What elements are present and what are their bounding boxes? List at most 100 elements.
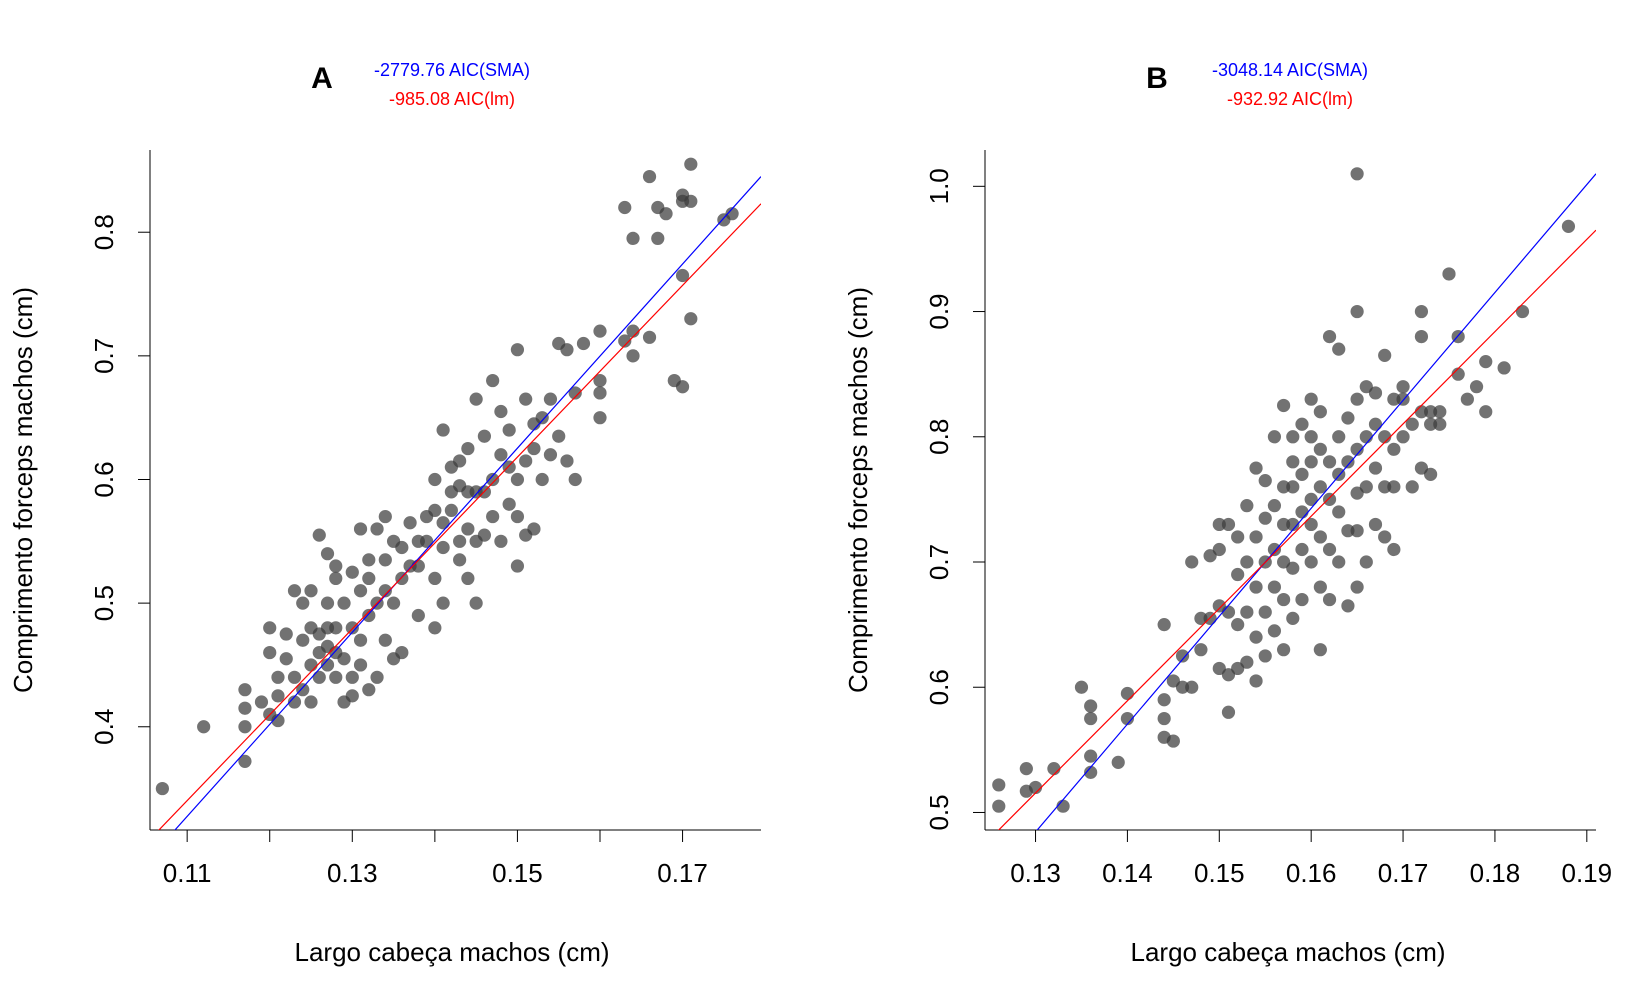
panel-a-data-point [362,683,376,697]
panel-a-data-point [461,571,475,586]
panel-b-y-tick-label: 0.7 [924,544,954,580]
panel-a-data-point [725,207,739,221]
panel-b-data-point [1221,517,1236,532]
panel-b-data-point [1084,749,1098,763]
panel-a-data-point [560,454,574,468]
panel-b-data-point [1221,705,1236,719]
panel-b-aic-sma: -3048.14 AIC(SMA) [1212,60,1368,80]
panel-b-data-point [1368,517,1383,532]
panel-a-data-point [337,596,351,610]
panel-b-line-sma [1036,173,1596,830]
panel-a-data-point [519,454,533,468]
panel-a-data-point [320,547,335,561]
panel-b-data-point [1277,480,1291,494]
panel-a-label: A [311,62,333,95]
panel-b-x-tick-label: 0.13 [1010,858,1061,888]
panel-a-data-point [593,373,607,388]
panel-a-xlabel: Largo cabeça machos (cm) [294,937,609,967]
panel-b-data-point [1249,530,1263,544]
panel-a-aic-sma: -2779.76 AIC(SMA) [374,60,530,80]
panel-b-data-point [1479,405,1493,419]
panel-a-data-point [411,608,425,623]
panel-b-data-point [1378,480,1392,494]
panel-a-data-point [271,713,285,728]
panel-b-data-point [1515,304,1530,319]
panel-b-data-point [1084,699,1098,713]
panel-b-data-point [1286,561,1300,575]
panel-a-data-point [502,460,516,474]
panel-b-data-point [1277,398,1291,413]
panel-b-data-point [1074,680,1089,694]
panel-b-data-point [1387,542,1401,557]
panel-b-label: B [1146,62,1168,95]
panel-b-data-point [1424,417,1438,431]
panel-a-line-lm [158,203,761,830]
panel-b-data-point [1157,711,1171,726]
panel-b-x-tick-label: 0.19 [1562,858,1613,888]
panel-b-data-point [1120,711,1135,726]
panel-a-line-sma [174,176,761,830]
panel-b-data-point [1387,392,1401,406]
panel-a-data-point [436,596,450,610]
panel-a-data-point [395,645,409,660]
panel-a-data-point [675,268,690,283]
panel-b-data-point [1175,649,1190,663]
panel-b-data-point [1286,455,1300,469]
panel-a-data-point [320,658,335,672]
panel-b-data-point [1396,430,1410,444]
panel-b-data-point [1561,219,1576,233]
panel-a-data-point [436,516,450,530]
panel-a-data-point [510,343,525,357]
panel-b-data-point [1414,304,1429,319]
panel-a-x-tick-label: 0.15 [492,858,543,888]
panel-a-data-point [502,497,516,511]
panel-b-data-point [1212,517,1226,532]
panel-b-x-tick-label: 0.14 [1102,858,1153,888]
panel-b-y-tick-label: 0.5 [924,794,954,830]
panel-a-data-point [626,324,640,338]
panel-a-data-point [353,584,368,598]
panel-a-data-point [155,781,169,796]
panel-b-data-point [1350,167,1364,181]
panel-b-data-point [1267,499,1282,513]
panel-b-data-point [1350,580,1364,594]
panel-a-data-point [420,534,434,548]
panel-b-xlabel: Largo cabeça machos (cm) [1130,937,1445,967]
panel-a-data-point [386,596,401,610]
panel-b-data-point [1240,499,1254,513]
panel-a-data-point [684,157,698,171]
panel-b-data-point [1350,524,1364,538]
panel-b-data-point [1286,517,1300,532]
panel-b-data-point [1304,517,1318,532]
panel-b-data-point [1258,511,1272,525]
panel-b-data-point [1084,765,1098,779]
panel-a-data-point [403,516,417,530]
panel-a-data-point [395,571,409,586]
panel-a-data-point [618,200,632,215]
panel-a-data-point [411,559,425,573]
panel-a-data-point [370,522,384,536]
panel-b-data-point [1396,380,1410,394]
panel-b-data-point [1240,655,1254,669]
panel-b-data-point [992,778,1006,792]
panel-a-y-tick-label: 0.6 [89,461,119,497]
panel-a-data-point [312,528,326,542]
panel-b-data-point [1368,461,1383,475]
panel-a-data-point [254,695,269,709]
panel-b-data-point [1368,417,1383,431]
panel-a-data-point [593,324,607,338]
panel-a-data-point [651,231,665,245]
panel-b-data-point [1295,505,1309,519]
panel-a-data-point [329,670,343,684]
panel-b-data-point [1157,618,1171,632]
panel-b-data-point [1267,624,1282,638]
panel-a-x-tick-label: 0.17 [657,858,708,888]
panel-a-data-point [436,423,450,437]
panel-a-data-point [428,472,442,487]
panel-b-data-point [1387,442,1401,456]
panel-b-data-point [1405,417,1419,431]
panel-a-data-point [510,559,525,573]
panel-b-data-point [1332,505,1346,519]
panel-a-data-point [271,670,285,684]
panel-a-data-point [510,509,525,524]
